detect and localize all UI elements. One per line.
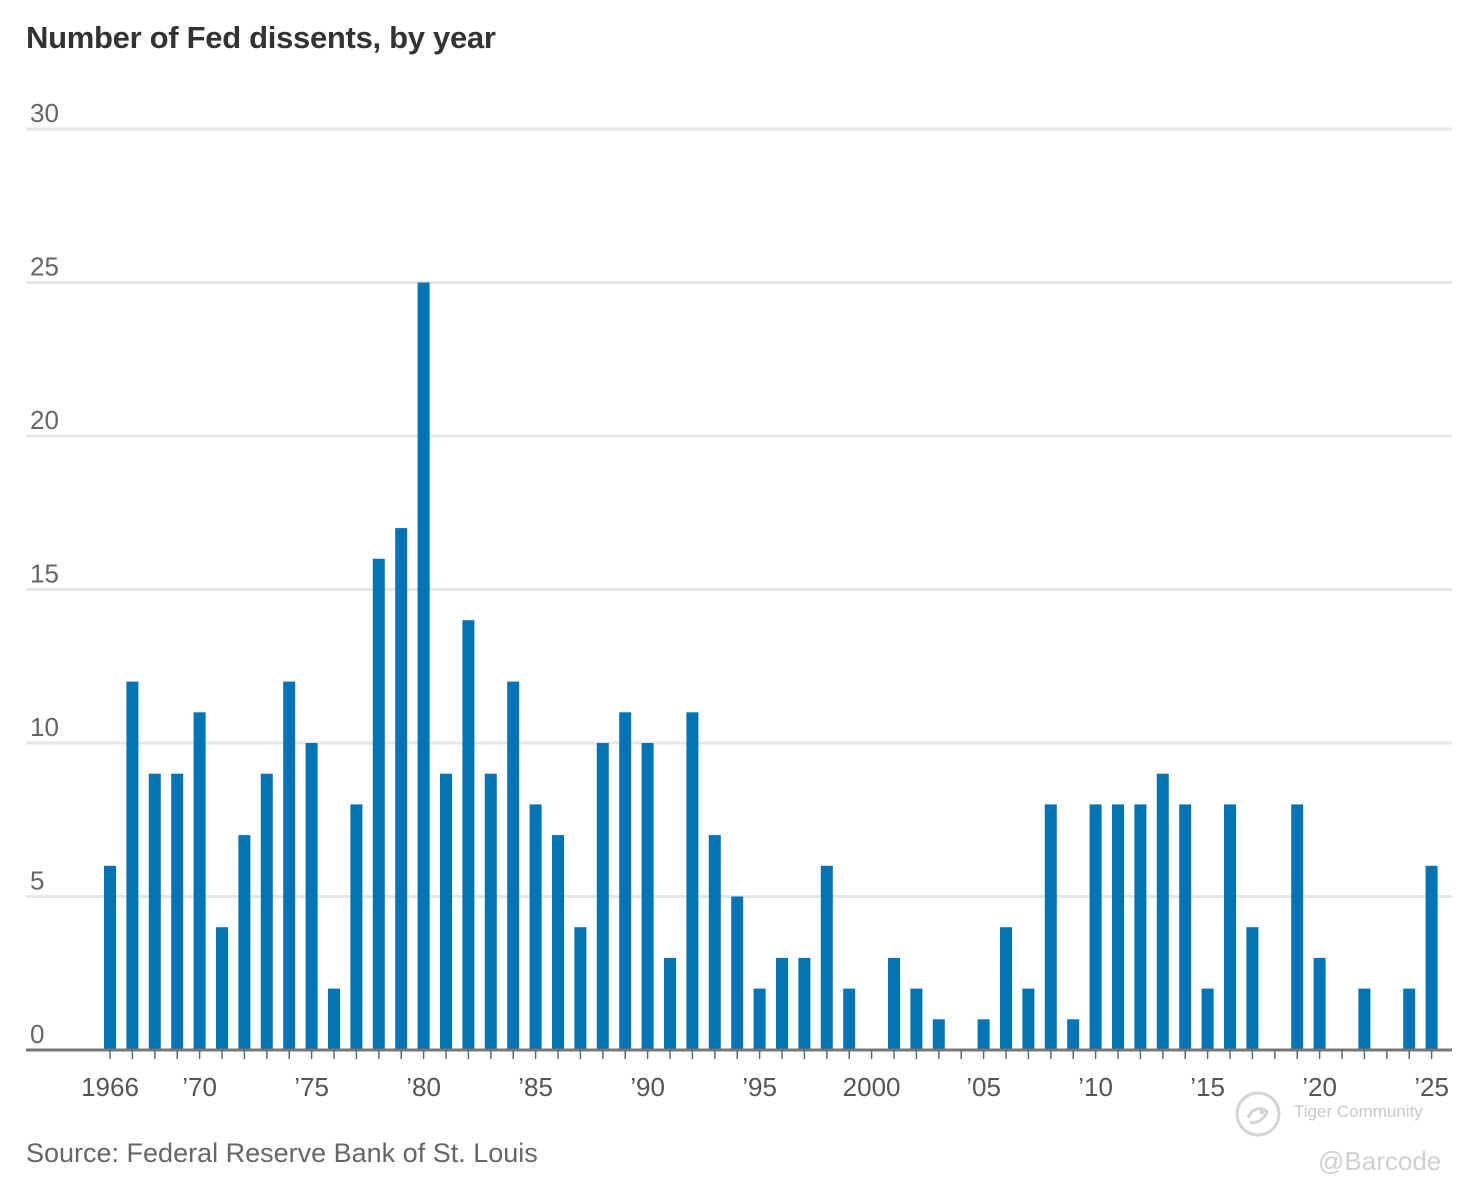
y-tick-label: 0: [30, 1019, 44, 1049]
bar: [641, 743, 654, 1050]
bar: [440, 773, 452, 1050]
bar: [395, 528, 408, 1050]
bar: [1201, 988, 1214, 1050]
bar: [1246, 927, 1259, 1050]
bar: [104, 865, 116, 1050]
bar: [1313, 957, 1326, 1050]
x-tick-label: ’15: [1190, 1072, 1225, 1102]
bar: [888, 957, 900, 1050]
bar: [148, 773, 161, 1050]
y-tick-label: 25: [30, 252, 59, 282]
bar: [1156, 773, 1169, 1050]
bar: [664, 957, 676, 1050]
x-axis-labels: 1966 ’70 ’75 ’80 ’85 ’90 ’95 2000 ’05 ’10 ’15 ’20 ’2…: [81, 1072, 1449, 1102]
bar: [193, 712, 206, 1050]
x-tick-label: ’85: [518, 1072, 553, 1102]
bar: [753, 988, 766, 1050]
x-tick-label: ’75: [294, 1072, 329, 1102]
bar: [1403, 988, 1416, 1050]
bar: [686, 712, 699, 1050]
bar: [238, 835, 251, 1050]
bar: [1000, 927, 1012, 1050]
bar: [596, 743, 609, 1050]
bar: [1358, 988, 1371, 1050]
bar: [484, 773, 497, 1050]
bar: [1134, 804, 1147, 1050]
tiger-logo-icon: [1235, 1091, 1281, 1137]
bar: [328, 988, 340, 1050]
bar: [305, 743, 318, 1050]
x-tick-label: ’90: [630, 1072, 665, 1102]
x-tick-label: ’10: [1078, 1072, 1113, 1102]
bar: [1425, 865, 1438, 1050]
bar: [171, 773, 184, 1050]
bars: [104, 282, 1438, 1050]
x-tick-label: ’70: [182, 1072, 217, 1102]
bar: [1179, 804, 1192, 1050]
x-tick-label: ’95: [742, 1072, 777, 1102]
y-tick-label: 5: [30, 866, 44, 896]
y-tick-label: 30: [30, 98, 59, 128]
x-axis: [26, 1048, 1452, 1059]
y-tick-label: 10: [30, 712, 59, 742]
bar: [910, 988, 923, 1050]
y-tick-label: 15: [30, 559, 59, 589]
bar: [372, 558, 385, 1050]
watermark-handle: @Barcode: [1318, 1146, 1442, 1176]
bar: [1089, 804, 1102, 1050]
bar: [820, 865, 833, 1050]
bar: [1291, 804, 1304, 1050]
bar: [507, 681, 520, 1050]
x-tick-label: ’20: [1302, 1072, 1337, 1102]
bar: [260, 773, 273, 1050]
bar: [843, 988, 856, 1050]
x-tick-label: ’05: [966, 1072, 1001, 1102]
bar: [1022, 988, 1035, 1050]
bar: [126, 681, 139, 1050]
source-note: Source: Federal Reserve Bank of St. Loui…: [26, 1138, 538, 1168]
bar: [1112, 804, 1124, 1050]
bar: [731, 896, 744, 1050]
bar: [1224, 804, 1236, 1050]
bar: [977, 1019, 990, 1050]
chart-title: Number of Fed dissents, by year: [26, 20, 496, 55]
bar: [417, 282, 430, 1050]
x-tick-label: ’80: [406, 1072, 441, 1102]
x-tick-label: ’25: [1414, 1072, 1449, 1102]
bar: [1067, 1019, 1080, 1050]
watermark-brand: Tiger Community: [1294, 1102, 1423, 1121]
y-axis-labels: 0 5 10 15 20 25 30: [30, 98, 59, 1049]
bar: [776, 957, 788, 1050]
bar: [350, 804, 363, 1050]
bar: [529, 804, 542, 1050]
bar: [619, 712, 632, 1050]
bar: [708, 835, 721, 1050]
bar: [1044, 804, 1057, 1050]
bar: [574, 927, 587, 1050]
bar: [932, 1019, 945, 1050]
bar: [216, 927, 228, 1050]
gridlines: [26, 127, 1452, 898]
x-tick-label: 2000: [843, 1072, 901, 1102]
bar: [283, 681, 296, 1050]
y-tick-label: 20: [30, 405, 59, 435]
bar: [552, 835, 564, 1050]
bar: [462, 620, 475, 1050]
bar: [798, 957, 811, 1050]
x-tick-label: 1966: [81, 1072, 139, 1102]
